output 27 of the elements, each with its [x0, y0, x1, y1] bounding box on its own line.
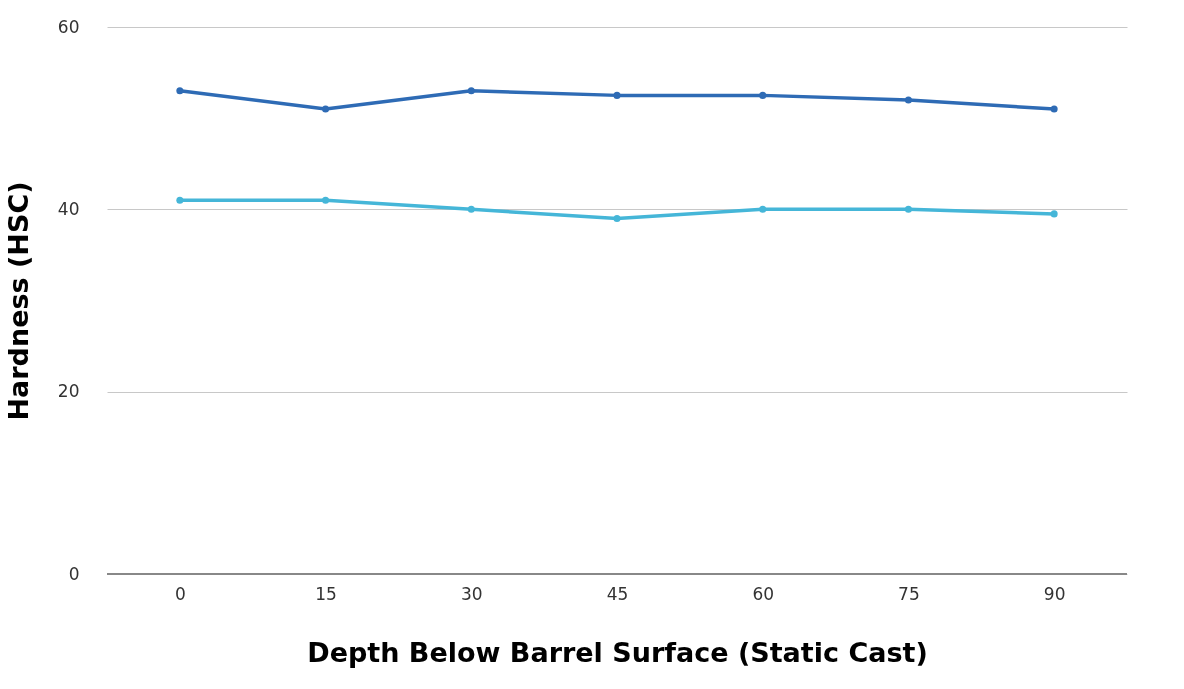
x-tick-label: 60: [752, 583, 775, 604]
point: [1050, 105, 1058, 113]
point: [467, 87, 475, 95]
y-tick-label: 0: [68, 563, 80, 584]
point: [759, 91, 767, 99]
point: [467, 205, 475, 213]
y-tick-label: 60: [57, 16, 80, 37]
point: [1050, 210, 1058, 218]
y-tick-label: 40: [57, 198, 80, 219]
y-tick-label: 20: [57, 381, 80, 402]
point: [613, 214, 621, 222]
point: [322, 196, 330, 204]
point: [904, 96, 912, 104]
x-axis-title: Depth Below Barrel Surface (Static Cast): [307, 636, 928, 668]
x-tick-label: 15: [315, 583, 337, 604]
x-tick-label: 30: [460, 583, 483, 604]
x-tick-label: 90: [1043, 583, 1066, 604]
point: [176, 87, 184, 95]
point: [322, 105, 330, 113]
point: [759, 205, 767, 213]
point: [904, 205, 912, 213]
point: [176, 196, 184, 204]
y-axis-title: Hardness (HSC): [2, 181, 34, 421]
x-tick-label: 75: [898, 583, 920, 604]
x-tick-label: 45: [606, 583, 629, 604]
point: [613, 91, 621, 99]
x-tick-label: 0: [174, 583, 186, 604]
